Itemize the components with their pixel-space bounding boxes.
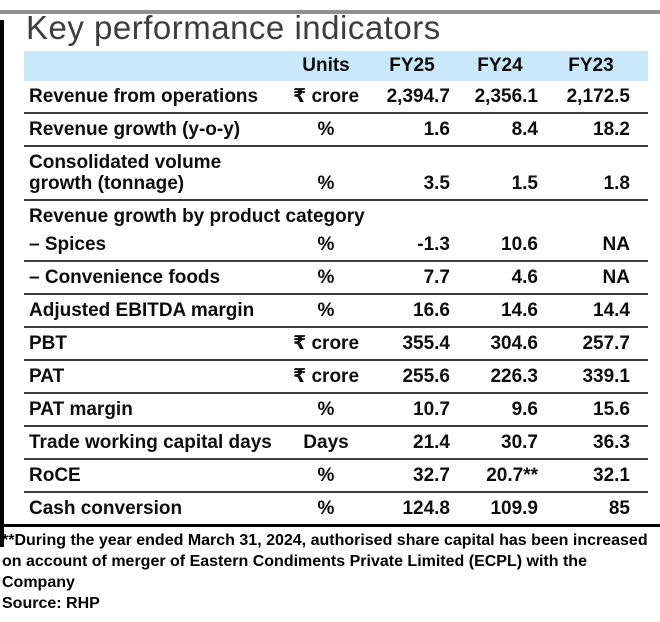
cell-fy25: 2,394.7 [374, 81, 462, 114]
cell-fy25: 32.7 [374, 459, 462, 493]
cell-fy23: 14.4 [552, 294, 648, 328]
cell-fy24: 8.4 [462, 113, 552, 147]
table-row: RoCE% 32.7 20.7** 32.1 [24, 459, 648, 493]
cell-metric: Trade working capital days [24, 426, 278, 460]
cell-fy25: 124.8 [402, 498, 450, 519]
cell-fy25: 255.6 [374, 360, 462, 394]
cell-metric: Revenue from operations [24, 81, 278, 114]
cell-fy23: 32.1 [552, 459, 648, 493]
table-row: PBT ₹ crore 355.4 304.6 257.7 [24, 327, 648, 361]
cell-fy24: 226.3 [462, 360, 552, 394]
cell-fy25: 3.5 [374, 146, 462, 201]
cell-fy25: 7.7 [374, 261, 462, 295]
section-label: Revenue growth by product category [29, 206, 365, 227]
cell-fy24: 9.6 [462, 393, 552, 427]
table-row: – Spices% -1.3 10.6 NA [24, 229, 648, 262]
cell-fy23: 36.3 [552, 426, 648, 460]
col-header-units: Units [278, 51, 374, 81]
page-title: Key performance indicators [26, 9, 441, 46]
cell-fy24: 1.5 [462, 146, 552, 201]
cell-fy23: 1.8 [552, 146, 648, 201]
cell-fy25: 355.4 [374, 327, 462, 361]
cell-units: % [278, 229, 374, 262]
table-section-row: Revenue growth by product category [24, 200, 648, 229]
cell-metric: Consolidated volume growth (tonnage) [24, 146, 278, 201]
cell-metric: PBT [24, 327, 278, 361]
cell-fy24: 30.7 [462, 426, 552, 460]
footnote: **During the year ended March 31, 2024, … [2, 532, 648, 591]
source-line: Source: RHP [2, 595, 100, 612]
table-header-row: Units FY25 FY24 FY23 [24, 51, 648, 81]
table-row: Revenue growth (y-o-y)% 1.6 8.4 18.2 [24, 113, 648, 147]
cell-fy25: 16.6 [374, 294, 462, 328]
cell-fy25: -1.3 [374, 229, 462, 262]
cell-fy23: NA [552, 261, 648, 295]
cell-metric: PAT [24, 360, 278, 394]
cell-fy25: 10.7 [374, 393, 462, 427]
cell-fy24: 20.7** [462, 459, 552, 493]
table-bottom-rule [0, 524, 660, 527]
cell-units: % [278, 261, 374, 295]
col-header-fy25: FY25 [374, 51, 462, 81]
cell-units: ₹ crore [278, 360, 374, 394]
cell-metric: Adjusted EBITDA margin [24, 294, 278, 328]
cell-units: Days [278, 426, 374, 460]
cell-units: % [278, 146, 374, 201]
cell-fy25: 21.4 [374, 426, 462, 460]
left-accent-bar [0, 20, 4, 547]
cell-metric: – Convenience foods [24, 261, 278, 295]
cell-fy24: 10.6 [462, 229, 552, 262]
cell-fy23: NA [552, 229, 648, 262]
cell-metric: – Spices [24, 229, 278, 262]
table-row: – Convenience foods% 7.7 4.6 NA [24, 261, 648, 295]
cell-fy23: 257.7 [552, 327, 648, 361]
cell-fy24: 304.6 [462, 327, 552, 361]
cell-fy23: 15.6 [552, 393, 648, 427]
col-header-metric [24, 51, 278, 81]
cell-fy23: 2,172.5 [552, 81, 648, 114]
cell-metric: PAT margin [24, 393, 278, 427]
cell-fy23: 339.1 [552, 360, 648, 394]
cell-fy23: 85 [608, 498, 630, 519]
col-header-fy23: FY23 [552, 51, 648, 81]
cell-units: % [317, 498, 335, 519]
table-row: Revenue from operations ₹ crore 2,394.7 2,3… [24, 81, 648, 114]
table-row: PAT ₹ crore 255.6 226.3 339.1 [24, 360, 648, 394]
table-row: Consolidated volume growth (tonnage)% 3.5… [24, 146, 648, 201]
table-row: Trade working capital days Days 21.4 30.7 36… [24, 426, 648, 460]
cell-fy23: 18.2 [552, 113, 648, 147]
top-accent-bar [0, 10, 660, 14]
kpi-table: Units FY25 FY24 FY23 Revenue from operat… [24, 51, 648, 524]
cell-metric: Cash conversion [29, 498, 183, 519]
cell-units: % [278, 459, 374, 493]
cell-units: ₹ crore [278, 81, 374, 114]
cell-fy24: 4.6 [462, 261, 552, 295]
cell-fy24: 2,356.1 [462, 81, 552, 114]
table-row: Adjusted EBITDA margin% 16.6 14.6 14.4 [24, 294, 648, 328]
cell-units: ₹ crore [278, 327, 374, 361]
table-row: PAT margin% 10.7 9.6 15.6 [24, 393, 648, 427]
cell-units: % [278, 294, 374, 328]
cell-fy24: 14.6 [462, 294, 552, 328]
cell-units: % [278, 393, 374, 427]
cell-fy25: 1.6 [374, 113, 462, 147]
cell-fy24: 109.9 [490, 498, 538, 519]
cell-metric: RoCE [24, 459, 278, 493]
table-row: Cash conversion% 124.8 109.9 85 [24, 492, 648, 524]
cell-units: % [278, 113, 374, 147]
cell-metric: Revenue growth (y-o-y) [24, 113, 278, 147]
col-header-fy24: FY24 [462, 51, 552, 81]
